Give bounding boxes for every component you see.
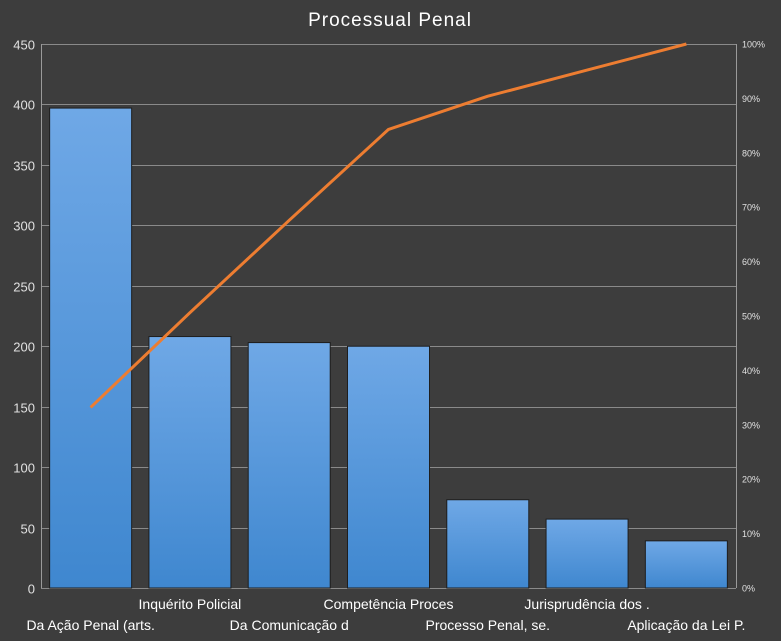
bar <box>49 107 133 589</box>
cumulative-line-group <box>89 42 687 409</box>
y2-axis-ticks: 0% 10% 20% 30% 40% 50% 60% 70% 80% 90% 100% <box>742 40 765 594</box>
x-tick-label: Aplicação da Lei P. <box>627 617 745 633</box>
x-axis-ticks: Da Ação Penal (arts. Inquérito Policial Da… <box>26 596 745 633</box>
bar <box>148 336 232 589</box>
y-tick-label: 100 <box>13 461 35 476</box>
bar <box>545 518 629 589</box>
y-tick-label: 450 <box>13 38 35 53</box>
bar <box>247 342 331 589</box>
bar <box>644 540 728 589</box>
x-tick-label: Jurisprudência dos . <box>524 596 649 612</box>
y-tick-label: 400 <box>13 98 35 113</box>
y2-tick-label: 90% <box>742 94 760 104</box>
y2-tick-label: 30% <box>742 420 760 430</box>
chart-title: Processual Penal <box>308 10 472 31</box>
x-tick-label: Da Comunicação d <box>230 617 349 633</box>
x-tick-label: Da Ação Penal (arts. <box>26 617 154 633</box>
y-tick-label: 200 <box>13 340 35 355</box>
x-tick-label: Inquérito Policial <box>139 596 242 612</box>
y2-tick-label: 70% <box>742 203 760 213</box>
y-tick-label: 0 <box>28 582 35 597</box>
y2-tick-label: 50% <box>742 312 760 322</box>
y2-tick-label: 0% <box>742 584 755 594</box>
y-tick-label: 300 <box>13 219 35 234</box>
bar <box>446 499 530 589</box>
x-tick-label: Competência Proces <box>324 596 454 612</box>
y2-tick-label: 100% <box>742 40 765 50</box>
bar <box>347 345 430 589</box>
cumulative-percentage-line <box>89 42 687 409</box>
bars <box>49 107 728 589</box>
y-tick-label: 150 <box>13 401 35 416</box>
y-tick-label: 250 <box>13 280 35 295</box>
x-tick-label: Processo Penal, se. <box>426 617 551 633</box>
y-tick-label: 50 <box>21 522 35 537</box>
y2-tick-label: 80% <box>742 148 760 158</box>
y-axis-ticks: 0 50 100 150 200 250 300 350 400 450 <box>13 38 35 597</box>
y2-tick-label: 10% <box>742 529 760 539</box>
y2-tick-label: 60% <box>742 257 760 267</box>
y-tick-label: 350 <box>13 159 35 174</box>
y2-tick-label: 40% <box>742 366 760 376</box>
y2-tick-label: 20% <box>742 475 760 485</box>
